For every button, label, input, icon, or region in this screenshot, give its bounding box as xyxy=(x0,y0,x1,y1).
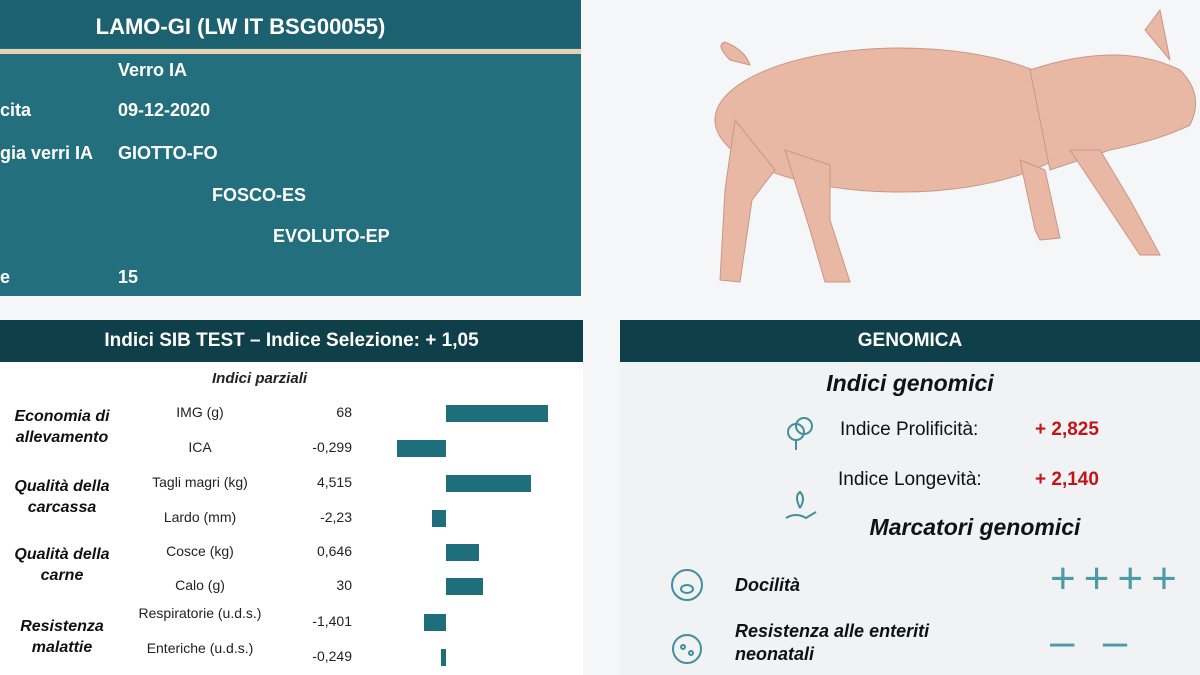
bar xyxy=(441,649,446,666)
icons xyxy=(671,569,703,664)
genomica-header: GENOMICA xyxy=(620,320,1200,362)
info-value: FOSCO-ES xyxy=(212,185,307,205)
icons xyxy=(785,417,817,520)
genomica-panel: Indici genomici Indice Prolificità: + 2,… xyxy=(620,362,1200,675)
info-value: EVOLUTO-EP xyxy=(273,226,390,246)
bar xyxy=(446,475,531,492)
indice-label: Indice Prolificità: xyxy=(840,419,979,440)
bar xyxy=(446,405,548,422)
info-panel: LAMO-GI (LW IT BSG00055) xyxy=(0,0,581,296)
param-label: Lardo (mm) xyxy=(163,509,237,525)
info-label: cita xyxy=(0,100,32,120)
bar-chart xyxy=(397,405,548,666)
param-label: Tagli magri (kg) xyxy=(152,474,248,490)
param-label: Calo (g) xyxy=(175,577,225,593)
param-label: ICA xyxy=(188,439,212,455)
marcatore-value: ++++ xyxy=(1050,554,1185,603)
marcatore-value: – – xyxy=(1050,617,1136,666)
indice-label: Indice Longevità: xyxy=(838,469,982,490)
param-value: 30 xyxy=(336,577,352,593)
info-value: 09-12-2020 xyxy=(118,100,211,120)
param-value: -0,299 xyxy=(312,439,352,455)
param-label: Respiratorie (u.d.s.) xyxy=(138,605,262,621)
sib-header: Indici SIB TEST – Indice Selezione: + 1,… xyxy=(0,320,583,362)
param-label: Enteriche (u.d.s.) xyxy=(146,640,254,656)
marcatori-title: Marcatori genomici xyxy=(869,514,1081,540)
param-value: -1,401 xyxy=(312,613,352,629)
info-title: LAMO-GI (LW IT BSG00055) xyxy=(95,14,386,39)
sib-subtitle: Indici parziali xyxy=(212,370,308,387)
marcatore-label: Resistenza alle enteriti neonatali xyxy=(735,621,930,664)
param-value: 68 xyxy=(336,404,352,420)
param-value: 0,646 xyxy=(316,543,352,559)
bar xyxy=(446,578,483,595)
bar xyxy=(446,544,479,561)
param-value: 4,515 xyxy=(316,474,352,490)
bar xyxy=(397,440,446,457)
param-label: Cosce (kg) xyxy=(166,543,234,559)
pig-image xyxy=(714,8,1197,283)
param-label: IMG (g) xyxy=(176,404,224,420)
info-label: e xyxy=(0,267,11,287)
bar xyxy=(432,510,446,527)
divider xyxy=(0,49,581,54)
marcatore-label: Docilità xyxy=(735,575,801,595)
indice-value: + 2,825 xyxy=(1035,419,1099,440)
param-value: -0,249 xyxy=(312,648,352,664)
param-value: -2,23 xyxy=(320,509,352,525)
info-value: GIOTTO-FO xyxy=(118,143,218,163)
info-header xyxy=(0,0,581,48)
info-label: gia verri IA xyxy=(0,143,94,163)
indici-title: Indici genomici xyxy=(826,370,994,396)
group-label: Resistenza malattie xyxy=(20,618,104,656)
group-label: Qualità della carne xyxy=(14,546,110,584)
info-value: Verro IA xyxy=(118,60,188,80)
bar xyxy=(424,614,446,631)
info-value: 15 xyxy=(118,267,139,287)
indice-value: + 2,140 xyxy=(1035,469,1099,490)
group-label: Qualità della carcassa xyxy=(14,478,110,516)
group-label: Economia di allevamento xyxy=(14,408,110,446)
sib-panel: Indici parziali xyxy=(0,362,583,675)
